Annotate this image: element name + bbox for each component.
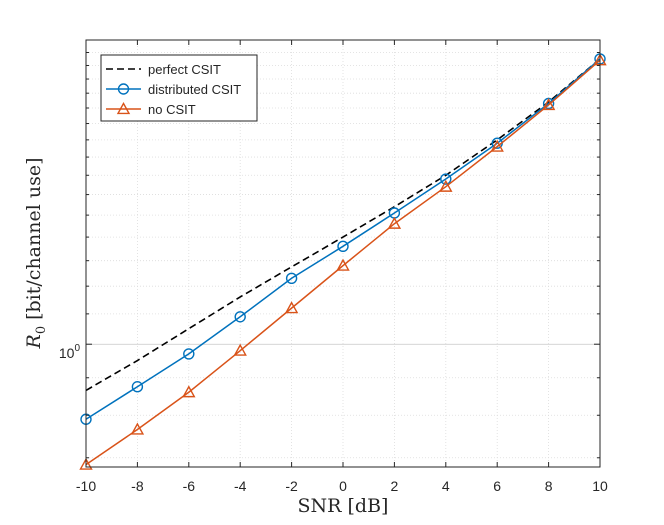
series-distributed-csit — [80, 53, 606, 425]
legend-marker — [116, 102, 131, 115]
data-point — [284, 301, 299, 314]
y-tick-label-exponent: 0 — [74, 343, 80, 354]
data-point — [336, 258, 350, 271]
data-point — [234, 311, 246, 323]
y-tick-label-base: 10 — [59, 345, 75, 361]
legend-label: no CSIT — [148, 102, 196, 117]
data-point — [182, 385, 196, 398]
series-no-csit — [79, 53, 607, 470]
data-point — [285, 272, 298, 285]
axis-ticks — [85, 39, 601, 467]
x-tick-label: -6 — [183, 478, 196, 494]
legend-label: perfect CSIT — [148, 62, 221, 77]
legend-entries: perfect CSIT distributed CSIT no CSIT — [106, 62, 241, 117]
data-point — [183, 348, 195, 360]
data-point — [233, 343, 247, 356]
x-tick-label: -10 — [76, 478, 96, 494]
x-tick-label: -8 — [131, 478, 144, 494]
data-point — [440, 173, 452, 185]
legend-entry: distributed CSIT — [106, 82, 241, 97]
y-axis-label: R0 [bit/channel use] — [23, 158, 49, 350]
data-point — [79, 457, 93, 470]
x-axis-label: SNR [dB] — [298, 495, 389, 517]
data-point — [439, 179, 453, 192]
y-axis-unit: [bit/channel use] — [23, 158, 45, 320]
legend-marker — [117, 83, 130, 95]
y-tick-label: 100 — [59, 343, 81, 361]
series-line — [85, 58, 601, 392]
series-perfect-csit — [85, 58, 601, 392]
x-tick-label: 6 — [493, 478, 501, 494]
y-axis-symbol: R — [23, 334, 45, 349]
legend: perfect CSIT distributed CSIT no CSIT — [100, 54, 258, 122]
x-tick-labels: -10 -8 -6 -4 -2 0 2 4 6 8 10 — [76, 478, 608, 494]
data-point — [337, 240, 349, 253]
data-point — [131, 381, 144, 393]
legend-entry: no CSIT — [106, 102, 196, 117]
legend-entry: perfect CSIT — [106, 62, 221, 77]
legend-label: distributed CSIT — [148, 82, 241, 97]
x-tick-label: 8 — [545, 478, 553, 494]
y-axis-subscript: 0 — [34, 326, 49, 334]
x-tick-label: 10 — [592, 478, 608, 494]
x-tick-label: -2 — [285, 478, 298, 494]
series-layer — [79, 53, 607, 470]
data-point — [387, 216, 402, 229]
x-tick-label: -4 — [234, 478, 247, 494]
data-point — [130, 422, 145, 435]
series-line — [85, 58, 601, 420]
x-tick-label: 2 — [391, 478, 399, 494]
x-tick-label: 0 — [339, 478, 347, 494]
x-tick-label: 4 — [442, 478, 450, 494]
data-point — [490, 139, 504, 152]
series-line — [85, 59, 601, 466]
data-point — [541, 98, 556, 111]
